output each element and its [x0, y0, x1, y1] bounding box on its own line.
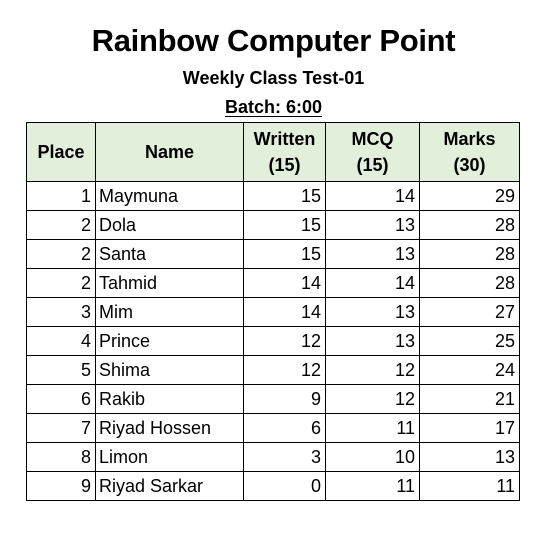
table-row: 6 Rakib 9 12 21: [26, 384, 520, 414]
cell-written: 15: [243, 239, 326, 269]
cell-marks: 25: [419, 326, 520, 356]
cell-place: 5: [26, 355, 96, 385]
batch-label: Batch: 6:00: [0, 96, 547, 118]
results-table: Place Name Written (15) MCQ (15) Marks (…: [26, 122, 520, 501]
header-marks-label: Marks: [443, 129, 496, 149]
table-row: 5 Shima 12 12 24: [26, 355, 520, 385]
cell-mcq: 10: [325, 442, 420, 472]
cell-place: 2: [26, 268, 96, 298]
cell-marks: 28: [419, 239, 520, 269]
cell-name: Tahmid: [95, 268, 244, 298]
header-mcq: MCQ (15): [325, 122, 420, 182]
cell-place: 6: [26, 384, 96, 414]
table-row: 9 Riyad Sarkar 0 11 11: [26, 471, 520, 501]
cell-written: 15: [243, 210, 326, 240]
batch-text: Batch: 6:00: [224, 97, 323, 117]
cell-marks: 13: [419, 442, 520, 472]
cell-mcq: 11: [325, 413, 420, 443]
table-header-row: Place Name Written (15) MCQ (15) Marks (…: [26, 122, 520, 182]
cell-mcq: 12: [325, 384, 420, 414]
cell-marks: 29: [419, 181, 520, 211]
cell-marks: 24: [419, 355, 520, 385]
table-row: 7 Riyad Hossen 6 11 17: [26, 413, 520, 443]
table-row: 3 Mim 14 13 27: [26, 297, 520, 327]
cell-written: 14: [243, 268, 326, 298]
cell-marks: 21: [419, 384, 520, 414]
cell-mcq: 13: [325, 210, 420, 240]
cell-place: 9: [26, 471, 96, 501]
header-written: Written (15): [243, 122, 326, 182]
table-row: 2 Tahmid 14 14 28: [26, 268, 520, 298]
header-mcq-max: (15): [356, 155, 389, 175]
cell-written: 15: [243, 181, 326, 211]
table-row: 1 Maymuna 15 14 29: [26, 181, 520, 211]
cell-name: Prince: [95, 326, 244, 356]
cell-mcq: 13: [325, 297, 420, 327]
cell-place: 2: [26, 239, 96, 269]
cell-name: Dola: [95, 210, 244, 240]
cell-place: 7: [26, 413, 96, 443]
cell-place: 8: [26, 442, 96, 472]
cell-name: Mim: [95, 297, 244, 327]
cell-mcq: 13: [325, 326, 420, 356]
cell-marks: 28: [419, 268, 520, 298]
table-row: 2 Santa 15 13 28: [26, 239, 520, 269]
cell-mcq: 14: [325, 268, 420, 298]
cell-name: Riyad Sarkar: [95, 471, 244, 501]
cell-name: Limon: [95, 442, 244, 472]
cell-mcq: 14: [325, 181, 420, 211]
cell-written: 12: [243, 355, 326, 385]
header-marks-max: (30): [453, 155, 486, 175]
header-name-label: Name: [144, 142, 195, 162]
cell-place: 3: [26, 297, 96, 327]
cell-marks: 11: [419, 471, 520, 501]
cell-name: Riyad Hossen: [95, 413, 244, 443]
cell-place: 4: [26, 326, 96, 356]
cell-marks: 17: [419, 413, 520, 443]
test-subtitle: Weekly Class Test-01: [182, 68, 365, 88]
header-name: Name: [95, 122, 244, 182]
cell-written: 9: [243, 384, 326, 414]
cell-mcq: 12: [325, 355, 420, 385]
cell-marks: 28: [419, 210, 520, 240]
table-row: 4 Prince 12 13 25: [26, 326, 520, 356]
header-written-max: (15): [268, 155, 301, 175]
cell-mcq: 11: [325, 471, 420, 501]
header-place-label: Place: [37, 142, 85, 162]
cell-name: Maymuna: [95, 181, 244, 211]
cell-name: Santa: [95, 239, 244, 269]
cell-name: Shima: [95, 355, 244, 385]
header-marks: Marks (30): [419, 122, 520, 182]
cell-written: 0: [243, 471, 326, 501]
cell-written: 12: [243, 326, 326, 356]
cell-written: 6: [243, 413, 326, 443]
table-row: 2 Dola 15 13 28: [26, 210, 520, 240]
cell-name: Rakib: [95, 384, 244, 414]
cell-mcq: 13: [325, 239, 420, 269]
cell-place: 1: [26, 181, 96, 211]
header-mcq-label: MCQ: [351, 129, 394, 149]
cell-written: 3: [243, 442, 326, 472]
table-row: 8 Limon 3 10 13: [26, 442, 520, 472]
header-written-label: Written: [253, 129, 316, 149]
cell-marks: 27: [419, 297, 520, 327]
cell-written: 14: [243, 297, 326, 327]
header-place: Place: [26, 122, 96, 182]
cell-place: 2: [26, 210, 96, 240]
page-title: Rainbow Computer Point: [91, 23, 456, 58]
